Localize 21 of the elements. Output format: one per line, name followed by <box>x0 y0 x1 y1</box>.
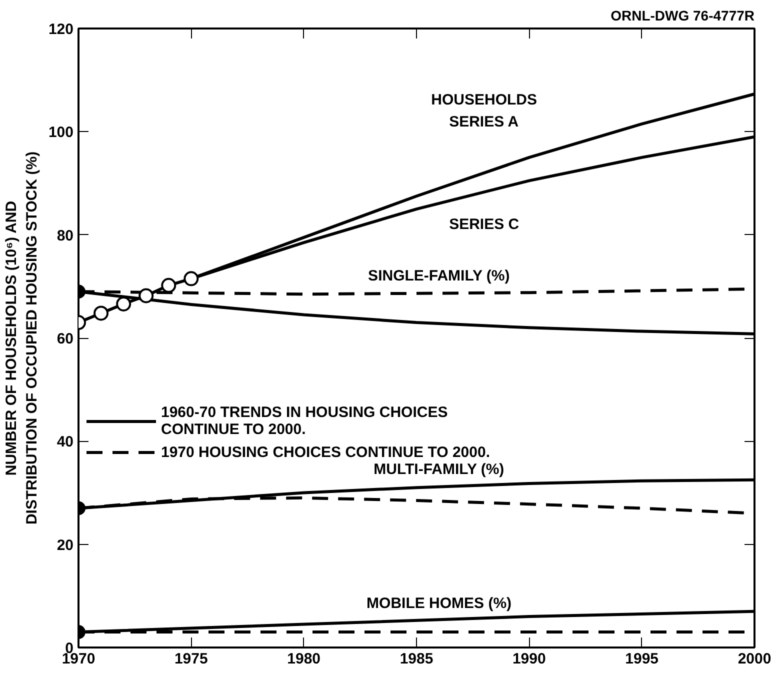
x-tick-label: 2000 <box>738 650 772 668</box>
x-tick-label: 1995 <box>625 650 659 668</box>
x-tick-label: 1980 <box>287 650 321 668</box>
annotation: MULTI-FAMILY (%) <box>374 461 504 478</box>
y-tick-label: 20 <box>56 536 74 554</box>
annotation: MOBILE HOMES (%) <box>366 595 512 612</box>
annotation: HOUSEHOLDS SERIES A <box>431 91 538 131</box>
x-tick-label: 1975 <box>174 650 208 668</box>
y-axis-title: NUMBER OF HOUSEHOLDS (10⁶) AND DISTRIBUTION OF OCCUPIED HOUSING STOCK (%) <box>3 151 40 525</box>
x-tick-label: 1990 <box>512 650 546 668</box>
annotation: SINGLE-FAMILY (%) <box>368 268 510 285</box>
y-tick-label: 60 <box>56 330 74 348</box>
annotation: SERIES C <box>449 216 520 234</box>
y-tick-label: 120 <box>48 21 74 38</box>
y-tick-label: 40 <box>56 434 74 451</box>
y-tick-label: 100 <box>48 124 74 142</box>
y-tick-label: 80 <box>56 227 74 244</box>
legend-label: 1960-70 TRENDS IN HOUSING CHOICES CONTINUE TO 2000. <box>161 404 448 438</box>
legend-label: 1970 HOUSING CHOICES CONTINUE TO 2000. <box>161 444 490 460</box>
text: ORNL-DWG 76-4777R <box>610 8 755 24</box>
x-tick-label: 1985 <box>400 650 434 668</box>
